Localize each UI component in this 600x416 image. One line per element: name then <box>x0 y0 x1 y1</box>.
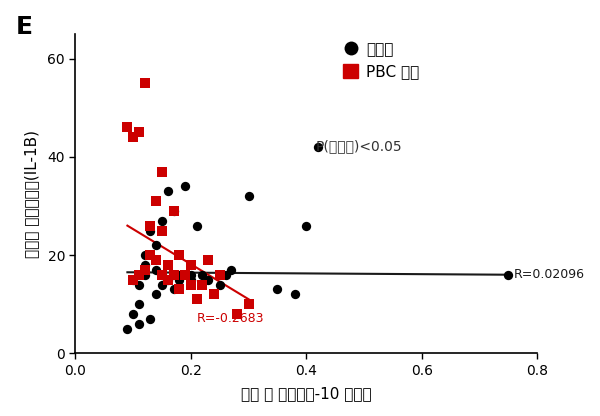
Point <box>215 271 224 278</box>
Point <box>186 276 196 283</box>
Point <box>221 271 230 278</box>
Point <box>192 296 202 302</box>
Point <box>272 286 282 293</box>
Point <box>140 262 149 268</box>
Point <box>157 271 167 278</box>
Point <box>122 124 132 131</box>
Text: R=-0.2683: R=-0.2683 <box>197 312 264 324</box>
Point <box>140 267 149 273</box>
Point <box>302 222 311 229</box>
Point <box>209 291 219 298</box>
Point <box>128 134 138 141</box>
Text: E: E <box>16 15 32 39</box>
Point <box>140 271 149 278</box>
Point <box>244 193 253 200</box>
Point <box>134 281 144 288</box>
Point <box>151 267 161 273</box>
Point <box>157 271 167 278</box>
Point <box>203 257 213 263</box>
Point <box>192 222 202 229</box>
Point <box>151 291 161 298</box>
Point <box>313 144 323 151</box>
Point <box>151 257 161 263</box>
Point <box>163 276 173 283</box>
Point <box>181 271 190 278</box>
Point <box>163 276 173 283</box>
Point <box>134 320 144 327</box>
Point <box>146 316 155 322</box>
Point <box>169 208 178 214</box>
Point <box>186 271 196 278</box>
Point <box>151 198 161 204</box>
Point <box>169 286 178 293</box>
Point <box>232 311 242 317</box>
Point <box>122 325 132 332</box>
Point <box>215 281 224 288</box>
Point <box>128 311 138 317</box>
Point <box>186 262 196 268</box>
Point <box>146 252 155 258</box>
Y-axis label: 염증성 사이토카인(IL-1B): 염증성 사이토카인(IL-1B) <box>24 130 39 258</box>
Point <box>186 281 196 288</box>
Point <box>163 188 173 195</box>
Point <box>151 242 161 249</box>
Point <box>503 271 513 278</box>
Point <box>175 276 184 283</box>
Point <box>128 276 138 283</box>
Point <box>134 301 144 307</box>
X-axis label: 혈청 내 카스파제-10 활성도: 혈청 내 카스파제-10 활성도 <box>241 386 371 401</box>
Point <box>146 222 155 229</box>
Text: P(유의도)<0.05: P(유의도)<0.05 <box>316 139 402 153</box>
Point <box>290 291 299 298</box>
Point <box>140 80 149 87</box>
Point <box>181 183 190 190</box>
Point <box>163 262 173 268</box>
Point <box>140 252 149 258</box>
Point <box>157 218 167 224</box>
Point <box>175 252 184 258</box>
Point <box>157 281 167 288</box>
Point <box>157 168 167 175</box>
Point <box>134 129 144 136</box>
Point <box>227 267 236 273</box>
Point <box>134 271 144 278</box>
Point <box>175 286 184 293</box>
Text: R=0.02096: R=0.02096 <box>514 268 585 281</box>
Point <box>175 271 184 278</box>
Point <box>157 227 167 234</box>
Point <box>197 281 207 288</box>
Legend: 일반인, PBC 환자: 일반인, PBC 환자 <box>337 35 425 85</box>
Point <box>197 271 207 278</box>
Point <box>244 301 253 307</box>
Point <box>128 276 138 283</box>
Point <box>169 271 178 278</box>
Point <box>146 227 155 234</box>
Point <box>169 208 178 214</box>
Point <box>203 276 213 283</box>
